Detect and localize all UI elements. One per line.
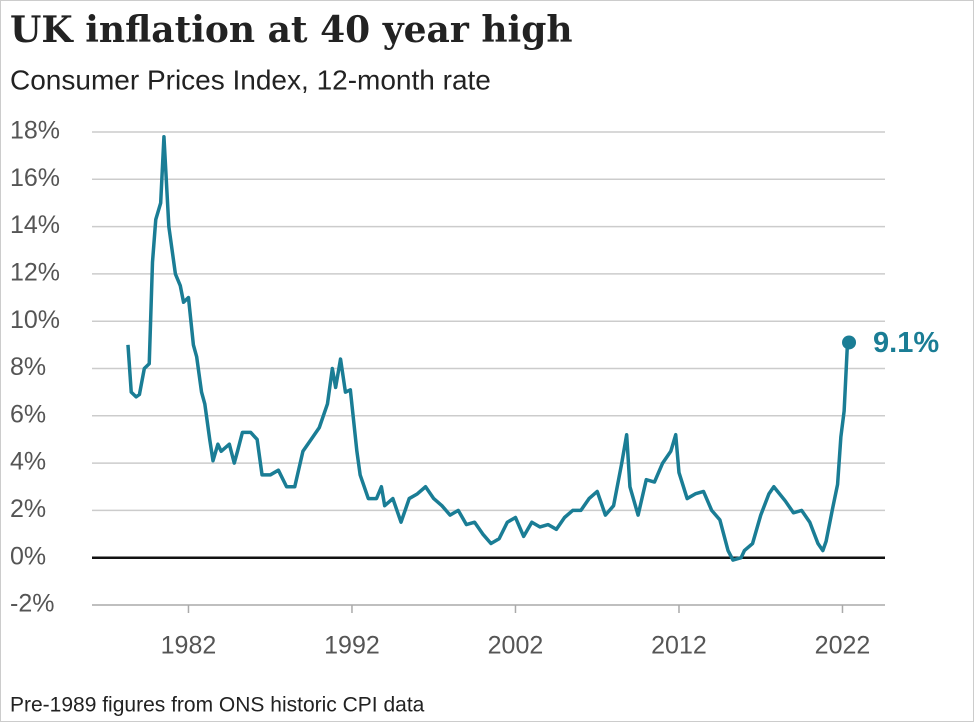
footnote: Pre-1989 figures from ONS historic CPI d… [10, 694, 425, 717]
y-tick-label: -2% [10, 590, 54, 618]
y-tick-label: 14% [10, 211, 60, 239]
y-tick-label: 18% [10, 117, 60, 145]
end-point [842, 335, 857, 350]
line [126, 134, 851, 562]
y-tick-label: 12% [10, 259, 60, 287]
chart-title: UK inflation at 40 year high [10, 9, 573, 51]
x-tick-label: 1982 [161, 632, 217, 660]
y-tick-label: 4% [10, 448, 46, 476]
end-label: 9.1% [873, 327, 939, 359]
x-tick-label: 1992 [324, 632, 380, 660]
x-tick-label: 2022 [815, 632, 871, 660]
y-tick-label: 10% [10, 306, 60, 334]
y-tick-label: 2% [10, 495, 46, 523]
y-tick-label: 16% [10, 164, 60, 192]
x-tick-label: 2012 [651, 632, 707, 660]
y-tick-label: 0% [10, 542, 46, 570]
y-tick-label: 6% [10, 400, 46, 428]
y-tick-label: 8% [10, 353, 46, 381]
chart-subtitle: Consumer Prices Index, 12-month rate [10, 64, 491, 95]
x-tick-label: 2002 [488, 632, 544, 660]
